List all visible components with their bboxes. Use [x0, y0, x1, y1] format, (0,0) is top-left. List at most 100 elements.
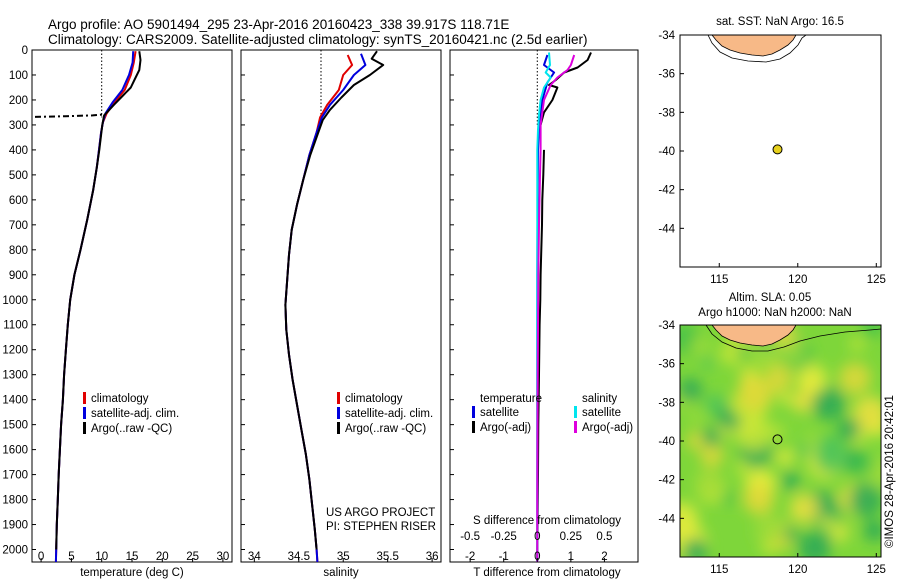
- salinity-frame: [240, 49, 442, 563]
- difference-legend: temperature satellite Argo(-adj) salinit…: [472, 393, 633, 434]
- map-x-tick-label: 125: [867, 564, 886, 576]
- legend-swatch-t-satellite: [472, 406, 475, 418]
- x-tick-label: -2: [465, 551, 475, 563]
- s-tick-label: 0.25: [560, 531, 582, 543]
- map-y-tick-label: -40: [658, 436, 675, 448]
- depth-tick-label: 1700: [2, 470, 28, 482]
- anomaly-cell: [737, 376, 772, 412]
- anomaly-cell: [783, 526, 799, 542]
- anomaly-cell: [863, 519, 881, 542]
- altimetry-heatmap: [680, 325, 881, 557]
- anomaly-cell: [690, 335, 710, 356]
- series-line-3: [34, 113, 105, 118]
- depth-tick-label: 600: [9, 195, 28, 207]
- series-line-3: [536, 52, 552, 562]
- depth-tick-label: 2000: [2, 545, 28, 557]
- temperature-legend: climatology satellite-adj. clim. Argo(..…: [83, 392, 179, 435]
- legend-swatch-satellite: [337, 407, 340, 419]
- series-line-2: [284, 50, 385, 550]
- float-location-marker: [772, 144, 783, 155]
- depth-tick-label: 1500: [2, 420, 28, 432]
- anomaly-cell: [719, 343, 740, 364]
- location-map: sat. SST: NaN Argo: 16.5 115 120 125 -34 -36…: [658, 16, 886, 286]
- s-tick-label: 0: [534, 531, 540, 543]
- depth-tick-label: 900: [9, 270, 28, 282]
- map-x-tick-label: 115: [710, 274, 728, 286]
- x-tick-label: 25: [186, 551, 199, 563]
- x-tick-label: 34.5: [288, 551, 310, 563]
- altimetry-map-title-line1: Altim. SLA: 0.05: [729, 292, 811, 304]
- x-tick-label: 35.5: [376, 551, 398, 563]
- map-x-tick-label: 125: [867, 274, 886, 286]
- difference-xlabel-top: S difference from climatology: [473, 515, 621, 527]
- map-x-tick-label: 115: [710, 564, 728, 576]
- legend-swatch-s-satellite: [574, 406, 577, 418]
- map-y-tick-label: -42: [658, 475, 675, 487]
- anomaly-cell: [735, 461, 750, 475]
- coastline-australia: [711, 35, 797, 57]
- header-title-line2: Climatology: CARS2009. Satellite-adjuste…: [48, 32, 588, 47]
- map-y-tick-label: -40: [658, 146, 675, 158]
- anomaly-cell: [861, 325, 881, 337]
- anomaly-cell: [701, 427, 722, 447]
- s-tick-label: -0.25: [491, 531, 517, 543]
- anomaly-cell: [848, 482, 881, 517]
- anomaly-cell: [796, 443, 811, 457]
- s-tick-label: 0.5: [596, 531, 612, 543]
- depth-axis: 0 100 200 300 400 500 600 700 800 900 1000 1100 1200…: [2, 45, 454, 557]
- credit-pi: PI: STEPHEN RISER: [326, 521, 436, 533]
- map-x-tick-label: 120: [788, 564, 807, 576]
- anomaly-cell: [853, 396, 881, 432]
- series-line-4: [536, 54, 576, 562]
- header-title-line1: Argo profile: AO 5901494_295 23-Apr-2016…: [48, 17, 509, 32]
- float-location-marker: [772, 434, 783, 445]
- x-tick-label: 30: [217, 551, 230, 563]
- depth-tick-label: 200: [9, 95, 28, 107]
- depth-tick-label: 1100: [3, 320, 28, 332]
- anomaly-cell: [838, 362, 871, 395]
- depth-tick-label: 1800: [2, 495, 28, 507]
- difference-frame: [449, 49, 639, 563]
- series-line-1: [284, 53, 367, 562]
- map-y-tick-label: -36: [658, 69, 675, 81]
- imos-watermark: ©IMOS 28-Apr-2016 20:42:01: [884, 395, 896, 548]
- salinity-x-axis: 34 34.5 35 35.5 36: [248, 551, 439, 563]
- anomaly-cell: [792, 392, 813, 413]
- depth-tick-label: 1400: [2, 395, 28, 407]
- depth-tick-label: 1000: [2, 295, 28, 307]
- s-tick-label: -0.5: [460, 531, 480, 543]
- shelf-contour: [707, 35, 807, 63]
- anomaly-cell: [779, 391, 793, 405]
- anomaly-cell: [682, 538, 708, 557]
- anomaly-cell: [694, 468, 724, 498]
- anomaly-cell: [813, 440, 848, 475]
- anomaly-cell: [851, 453, 874, 475]
- location-map-title: sat. SST: NaN Argo: 16.5: [716, 16, 844, 28]
- shelf-contour: [705, 325, 881, 352]
- legend-swatch-argo: [337, 422, 340, 434]
- anomaly-cell: [797, 364, 828, 394]
- temperature-frame: [31, 49, 233, 563]
- x-tick-label: 15: [126, 551, 139, 563]
- legend-swatch-t-argo: [472, 421, 475, 433]
- anomaly-cell: [765, 364, 793, 392]
- legend-heading-salinity: salinity: [582, 393, 617, 405]
- legend-label-t-satellite: satellite: [480, 407, 519, 419]
- anomaly-cell: [820, 516, 833, 529]
- map-y-tick-label: -44: [658, 223, 675, 235]
- depth-tick-label: 700: [9, 220, 28, 232]
- legend-label-s-argo: Argo(-adj): [582, 422, 633, 434]
- anomaly-cell: [771, 425, 784, 438]
- legend-heading-temperature: temperature: [480, 393, 542, 405]
- map-y-tick-label: -34: [658, 30, 675, 42]
- depth-tick-label: 100: [9, 70, 28, 82]
- difference-plot-area: [536, 50, 592, 562]
- series-line-2: [55, 51, 142, 550]
- altimetry-map-axes: 115 120 125 -34 -36 -38 -40 -42 -44: [658, 320, 886, 576]
- depth-tick-label: 500: [9, 170, 28, 182]
- temperature-plot-area: [34, 50, 142, 562]
- map-y-tick-label: -42: [658, 185, 675, 197]
- anomaly-cell: [805, 431, 820, 447]
- anomaly-cell: [846, 420, 861, 435]
